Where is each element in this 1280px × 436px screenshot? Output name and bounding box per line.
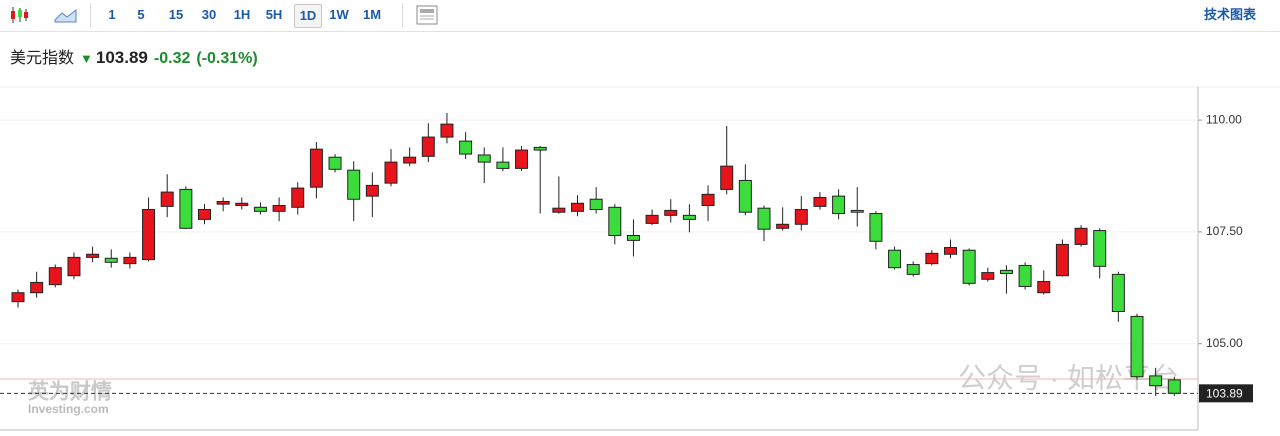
candle-body xyxy=(216,200,230,205)
candle-body xyxy=(738,179,752,213)
candle-body xyxy=(198,209,211,220)
candle-body xyxy=(328,156,342,170)
interval-button[interactable]: 1M xyxy=(362,7,382,22)
candle-body xyxy=(496,161,510,169)
candle-body xyxy=(682,214,696,220)
candle-body xyxy=(533,146,547,151)
candle-body xyxy=(347,169,361,200)
instrument-name: 美元指数 xyxy=(10,50,75,67)
candle-body xyxy=(48,267,62,286)
candle-body xyxy=(981,272,995,280)
candle-body xyxy=(86,253,100,258)
interval-button[interactable]: 15 xyxy=(168,7,184,22)
change: -0.32 xyxy=(153,50,191,67)
area-icon[interactable] xyxy=(54,6,78,24)
candle-body xyxy=(403,156,417,164)
quote-header: 美元指数 ▼ 103.89 -0.32 (-0.31%) xyxy=(10,44,264,68)
candle-body xyxy=(515,149,529,169)
watermark-cn: 英为财情 xyxy=(28,380,112,404)
candle-body xyxy=(421,136,435,157)
y-tick-label: 107.50 xyxy=(1206,224,1243,238)
candle-body xyxy=(664,209,678,216)
candle-body xyxy=(757,207,771,230)
candle-body xyxy=(1111,273,1125,312)
price-tag-label: 103.89 xyxy=(1206,387,1243,401)
y-tick-label: 105.00 xyxy=(1206,336,1243,350)
candle-body xyxy=(869,213,883,242)
interval-button[interactable]: 5H xyxy=(265,7,283,22)
candle-body xyxy=(123,256,137,265)
last-price: 103.89 xyxy=(95,48,148,67)
interval-button[interactable]: 30 xyxy=(201,7,217,22)
candle-body xyxy=(888,249,902,269)
interval-button[interactable]: 5 xyxy=(137,7,145,22)
down-arrow: ▼ xyxy=(80,51,93,66)
candle-body xyxy=(291,187,305,208)
candle-body xyxy=(253,206,267,212)
watermark-wechat: 公众号 · 如松平台 xyxy=(958,362,1179,393)
candle-icon[interactable] xyxy=(8,5,30,25)
candle-body xyxy=(925,252,939,265)
candle-body xyxy=(999,269,1013,274)
candle-body xyxy=(776,223,790,229)
candle-body xyxy=(272,205,286,212)
candle-body xyxy=(1167,379,1181,394)
candle-body xyxy=(67,256,81,277)
candle-body xyxy=(1055,243,1069,277)
candle-body xyxy=(1093,230,1107,267)
separator xyxy=(402,3,403,27)
candle-body xyxy=(365,184,379,197)
candle-body xyxy=(608,206,622,236)
candle-body xyxy=(701,193,715,207)
candle-body xyxy=(906,264,920,275)
candle-body xyxy=(962,249,976,284)
candle-body xyxy=(589,198,603,211)
candle-body xyxy=(459,140,473,155)
candle-body xyxy=(309,148,323,188)
candle-body xyxy=(142,209,156,261)
candle-body xyxy=(1130,315,1144,378)
candle-body xyxy=(813,196,827,207)
candle-body xyxy=(944,247,957,255)
change-pct: (-0.31%) xyxy=(196,50,258,67)
candle-body xyxy=(30,281,44,294)
candle-body xyxy=(571,202,584,212)
candle-body xyxy=(645,214,659,224)
candle-body xyxy=(720,165,734,190)
candle-body xyxy=(1149,375,1163,387)
tech-chart-link[interactable]: 技术图表 xyxy=(1203,7,1256,22)
candle-body xyxy=(1018,264,1032,287)
candle-body xyxy=(104,257,118,263)
candle-body xyxy=(384,161,398,184)
candle-body xyxy=(1037,281,1051,294)
candle-body xyxy=(626,234,640,241)
separator xyxy=(90,3,91,27)
candle-body xyxy=(850,209,864,213)
toolbar: 1 5 15 30 1H 5H 1D 1W 1M 技术图表 xyxy=(0,0,1280,32)
interval-button[interactable]: 1 xyxy=(108,7,116,22)
interval-button[interactable]: 1H xyxy=(233,7,251,22)
watermark-en: Investing.com xyxy=(28,402,109,416)
candle-body xyxy=(552,207,566,213)
candle-body xyxy=(477,154,491,163)
interval-button[interactable]: 1W xyxy=(329,7,349,22)
candle-body xyxy=(160,191,174,207)
y-tick-label: 110.00 xyxy=(1206,112,1242,126)
interval-button[interactable]: 1D xyxy=(294,4,322,28)
candle-body xyxy=(179,188,193,229)
candle-body xyxy=(794,209,808,225)
candle-body xyxy=(440,123,454,138)
layout-icon[interactable] xyxy=(415,4,439,26)
candle-body xyxy=(11,292,25,303)
candle-body xyxy=(235,202,249,207)
price-tag xyxy=(1199,384,1253,403)
candle-body xyxy=(832,195,846,215)
candle-body xyxy=(1074,227,1088,245)
